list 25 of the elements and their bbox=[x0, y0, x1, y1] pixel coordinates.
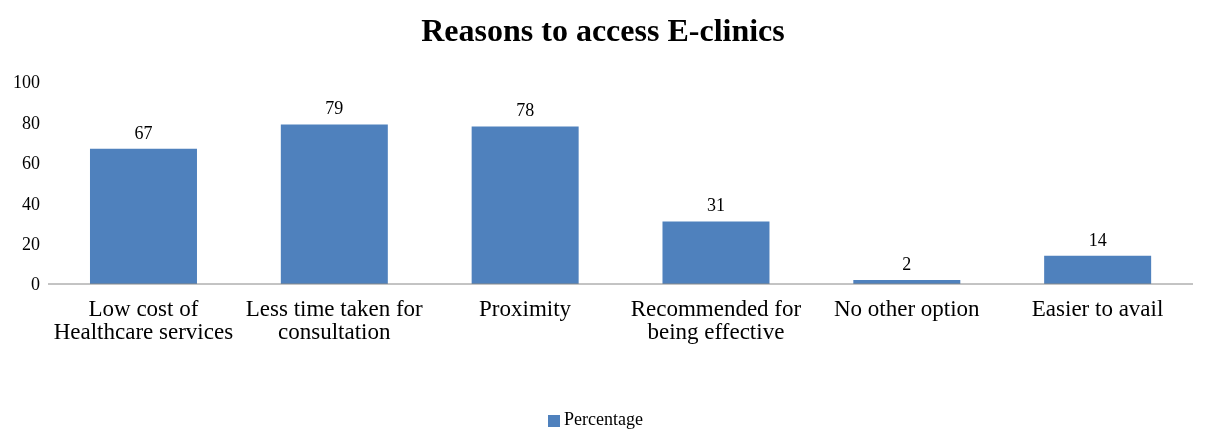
y-tick-label: 20 bbox=[22, 233, 40, 254]
legend-label: Percentage bbox=[564, 409, 643, 429]
x-tick-label: No other option bbox=[833, 296, 981, 322]
x-tick-label: Proximity bbox=[479, 296, 572, 322]
y-tick-label: 60 bbox=[22, 153, 40, 174]
chart-title: Reasons to access E-clinics bbox=[420, 11, 786, 50]
bar bbox=[1044, 255, 1152, 284]
bar bbox=[471, 126, 579, 284]
x-tick-label: Less time taken for consultation bbox=[245, 296, 424, 345]
data-label: 31 bbox=[706, 195, 725, 216]
y-tick-label: 100 bbox=[13, 72, 40, 93]
y-tick-label: 0 bbox=[31, 274, 40, 295]
y-tick-label: 40 bbox=[22, 193, 40, 214]
x-tick-label: Low cost of Healthcare services bbox=[53, 296, 234, 345]
x-tick-label: Easier to avail bbox=[1031, 296, 1164, 322]
y-tick-label: 80 bbox=[22, 112, 40, 133]
x-tick-label: Recommended for being effective bbox=[630, 296, 802, 345]
data-label: 67 bbox=[134, 122, 153, 143]
data-label: 14 bbox=[1088, 229, 1107, 250]
data-label: 2 bbox=[902, 253, 912, 274]
data-label: 79 bbox=[325, 98, 344, 119]
bar bbox=[280, 124, 388, 284]
bar bbox=[89, 148, 197, 284]
bar bbox=[662, 221, 770, 284]
data-label: 78 bbox=[516, 100, 535, 121]
